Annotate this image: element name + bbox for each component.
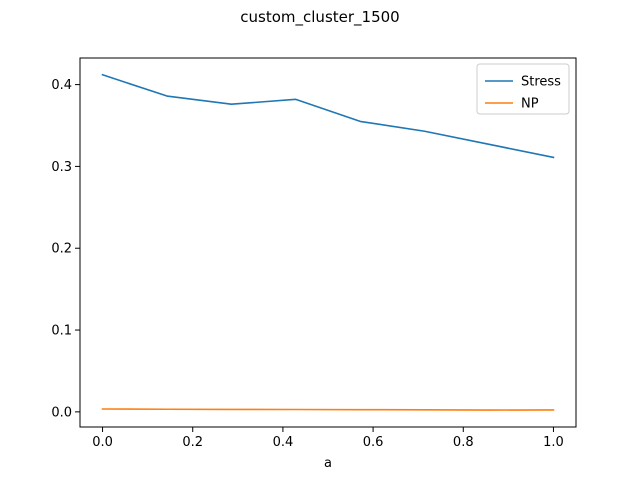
- y-tick-label: 0.0: [51, 405, 72, 420]
- legend-box: [476, 63, 570, 115]
- series-line-np: [101, 408, 555, 411]
- y-tick-label: 0.2: [51, 242, 72, 257]
- y-tick-label: 0.4: [51, 78, 72, 93]
- y-axis: 0.0 0.1 0.2 0.3 0.4: [51, 78, 80, 420]
- plot-frame: [79, 57, 577, 428]
- y-tick-label: 0.1: [51, 324, 72, 339]
- x-tick-label: 0.0: [92, 435, 113, 450]
- y-tick-label: 0.3: [51, 160, 72, 175]
- series-group: [101, 73, 555, 411]
- x-tick-label: 0.4: [273, 435, 294, 450]
- x-tick-label: 1.0: [543, 435, 564, 450]
- x-tick-label: 0.6: [363, 435, 384, 450]
- chart-title: custom_cluster_1500: [240, 8, 399, 27]
- x-tick-label: 0.8: [453, 435, 474, 450]
- plot-area: [79, 57, 577, 428]
- legend-label-stress: Stress: [521, 75, 561, 90]
- legend: Stress NP: [476, 63, 570, 115]
- x-axis-label: a: [324, 456, 332, 471]
- x-axis: 0.0 0.2 0.4 0.6 0.8 1.0: [92, 427, 564, 450]
- series-line-stress: [101, 73, 555, 159]
- x-tick-label: 0.2: [182, 435, 203, 450]
- legend-label-np: NP: [521, 97, 539, 112]
